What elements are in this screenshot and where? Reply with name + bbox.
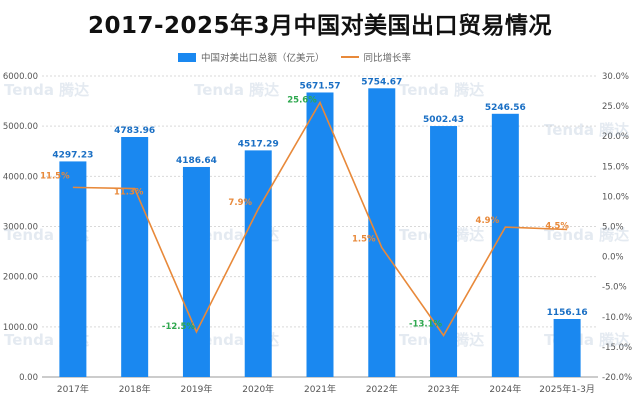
y-right-tick-label: -20.0% [602, 373, 632, 383]
y-right-tick-label: 10.0% [602, 192, 629, 202]
legend-label-bar: 中国对美出口总额（亿美元） [201, 53, 325, 64]
bar [121, 137, 149, 377]
legend-label-line: 同比增长率 [363, 53, 412, 64]
y-right-tick-label: 25.0% [602, 102, 629, 112]
watermark-logo: Tenda 腾达 [544, 226, 629, 244]
x-tick-label: 2023年 [428, 383, 460, 395]
y-right-tick-label: -5.0% [602, 283, 627, 293]
y-right-tick-label: 0.0% [602, 253, 624, 263]
growth-rate-label: 4.5% [545, 222, 569, 232]
legend-item-line[interactable]: 同比增长率 [340, 50, 412, 64]
growth-rate-line [72, 100, 568, 337]
y-left-tick-label: 1000.00 [3, 323, 38, 333]
bar [430, 126, 458, 377]
y-left-tick-label: 5000.00 [3, 122, 38, 132]
growth-rate-label: 25.6% [287, 95, 317, 105]
bar [553, 318, 581, 377]
bar [306, 92, 334, 377]
x-tick-label: 2018年 [119, 383, 151, 395]
x-tick-label: 2019年 [180, 383, 212, 395]
growth-rate-label: 4.9% [476, 216, 500, 226]
bar-value-label: 1156.16 [547, 308, 588, 318]
x-tick-label: 2022年 [366, 383, 398, 395]
y-right-tick-label: 20.0% [602, 132, 629, 142]
legend-bar-swatch [178, 52, 196, 62]
bar-value-label: 4186.64 [176, 156, 217, 166]
bar [368, 88, 396, 378]
y-right-tick-label: -15.0% [602, 343, 632, 353]
legend: 中国对美出口总额（亿美元） 同比增长率 [178, 50, 427, 64]
bar [491, 113, 519, 377]
y-left-tick-label: 2000.00 [3, 273, 38, 283]
watermark-logo: Tenda 腾达 [544, 121, 629, 139]
growth-rate-label: 7.9% [228, 198, 252, 208]
growth-rate-label: 1.5% [352, 235, 376, 245]
x-tick-label: 2025年1-3月 [539, 383, 595, 395]
growth-rate-label: -13.1% [409, 319, 442, 329]
watermark-logo: Tenda 腾达 [194, 81, 279, 99]
bar [59, 161, 87, 377]
bar-value-label: 5754.67 [361, 77, 402, 87]
legend-line-swatch [340, 56, 359, 58]
legend-item-bar[interactable]: 中国对美出口总额（亿美元） [178, 50, 325, 64]
bar-value-label: 4297.23 [52, 150, 93, 160]
x-tick-label: 2024年 [489, 383, 521, 395]
y-left-tick-label: 4000.00 [3, 172, 38, 182]
watermark-logo: Tenda 腾达 [399, 81, 484, 99]
growth-rate-label: -12.5% [162, 322, 195, 332]
bar-value-label: 5671.57 [300, 81, 341, 91]
bar-value-label: 5002.43 [423, 115, 464, 125]
bar-value-label: 4517.29 [238, 139, 279, 149]
growth-rate-label: 11.3% [114, 188, 144, 198]
y-right-tick-label: 30.0% [602, 72, 629, 82]
bar [182, 166, 210, 377]
y-right-tick-label: 15.0% [602, 162, 629, 172]
x-tick-label: 2017年 [57, 383, 89, 395]
x-tick-label: 2020年 [242, 383, 274, 395]
watermark-logo: Tenda 腾达 [4, 81, 89, 99]
chart-title: 2017-2025年3月中国对美国出口贸易情况 [87, 13, 553, 39]
y-left-tick-label: 0.00 [19, 373, 38, 383]
y-right-tick-label: 5.0% [602, 223, 624, 233]
y-left-tick-label: 3000.00 [3, 223, 38, 233]
x-tick-label: 2021年 [304, 383, 336, 395]
growth-rate-label: 11.5% [40, 171, 70, 181]
bar-value-label: 5246.56 [485, 103, 526, 113]
y-left-tick-label: 6000.00 [3, 72, 38, 82]
bar-value-label: 4783.96 [114, 126, 155, 136]
bar [244, 150, 272, 377]
y-right-tick-label: -10.0% [602, 313, 632, 323]
